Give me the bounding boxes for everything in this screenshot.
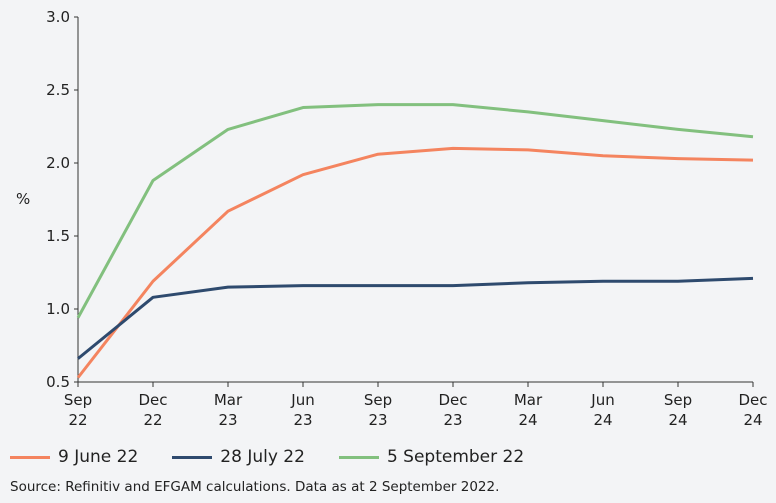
x-tick-label: Sep <box>664 391 692 409</box>
legend-swatch <box>172 455 213 459</box>
x-tick-label: 23 <box>443 411 462 429</box>
y-tick-label: 1.0 <box>46 300 70 318</box>
legend-label: 9 June 22 <box>58 447 139 467</box>
x-tick-label: Mar <box>214 391 243 409</box>
x-tick-label: Dec <box>138 391 167 409</box>
x-tick-label: Jun <box>590 391 614 409</box>
x-tick-label: 24 <box>743 411 762 429</box>
x-tick-label: 22 <box>143 411 162 429</box>
x-tick-label: Mar <box>514 391 543 409</box>
x-tick-label: 24 <box>668 411 687 429</box>
legend-item-july: 28 July 22 <box>172 447 305 467</box>
y-tick-label: 2.0 <box>46 154 70 172</box>
x-tick-label: 23 <box>218 411 237 429</box>
x-tick-label: Jun <box>290 391 314 409</box>
legend: 9 June 22 28 July 22 5 September 22 <box>10 447 524 467</box>
legend-swatch <box>338 455 379 459</box>
series-line-9-june-22 <box>76 146 754 379</box>
legend-label: 5 September 22 <box>386 447 525 467</box>
legend-swatch <box>10 455 50 459</box>
x-tick-label: Dec <box>738 391 767 409</box>
y-tick-label: 2.5 <box>46 81 70 99</box>
x-tick-label: Dec <box>438 391 467 409</box>
y-axis-label: % <box>16 190 30 208</box>
legend-item-september: 5 September 22 <box>338 447 525 467</box>
x-tick-label: 23 <box>293 411 312 429</box>
x-tick-label: 24 <box>593 411 612 429</box>
x-tick-label: Sep <box>64 391 92 409</box>
x-tick-label: 23 <box>368 411 387 429</box>
legend-item-june: 9 June 22 <box>10 447 138 467</box>
line-chart: 0.5 1.0 1.5 2.0 2.5 3.0% Sep 22 Dec 22 Mar 23 Jun 23 S… <box>16 8 768 429</box>
series-line-28-july-22 <box>77 276 754 360</box>
series-line-5-september-22 <box>76 103 754 319</box>
y-tick-label: 0.5 <box>46 373 70 391</box>
x-tick-label: Sep <box>364 391 392 409</box>
x-tick-label: 22 <box>68 411 87 429</box>
legend-label: 28 July 22 <box>220 447 305 467</box>
y-tick-label: 1.5 <box>46 227 70 245</box>
x-tick-label: 24 <box>518 411 537 429</box>
source-note: Source: Refinitiv and EFGAM calculations… <box>10 479 500 495</box>
y-tick-label: 3.0 <box>46 8 70 26</box>
